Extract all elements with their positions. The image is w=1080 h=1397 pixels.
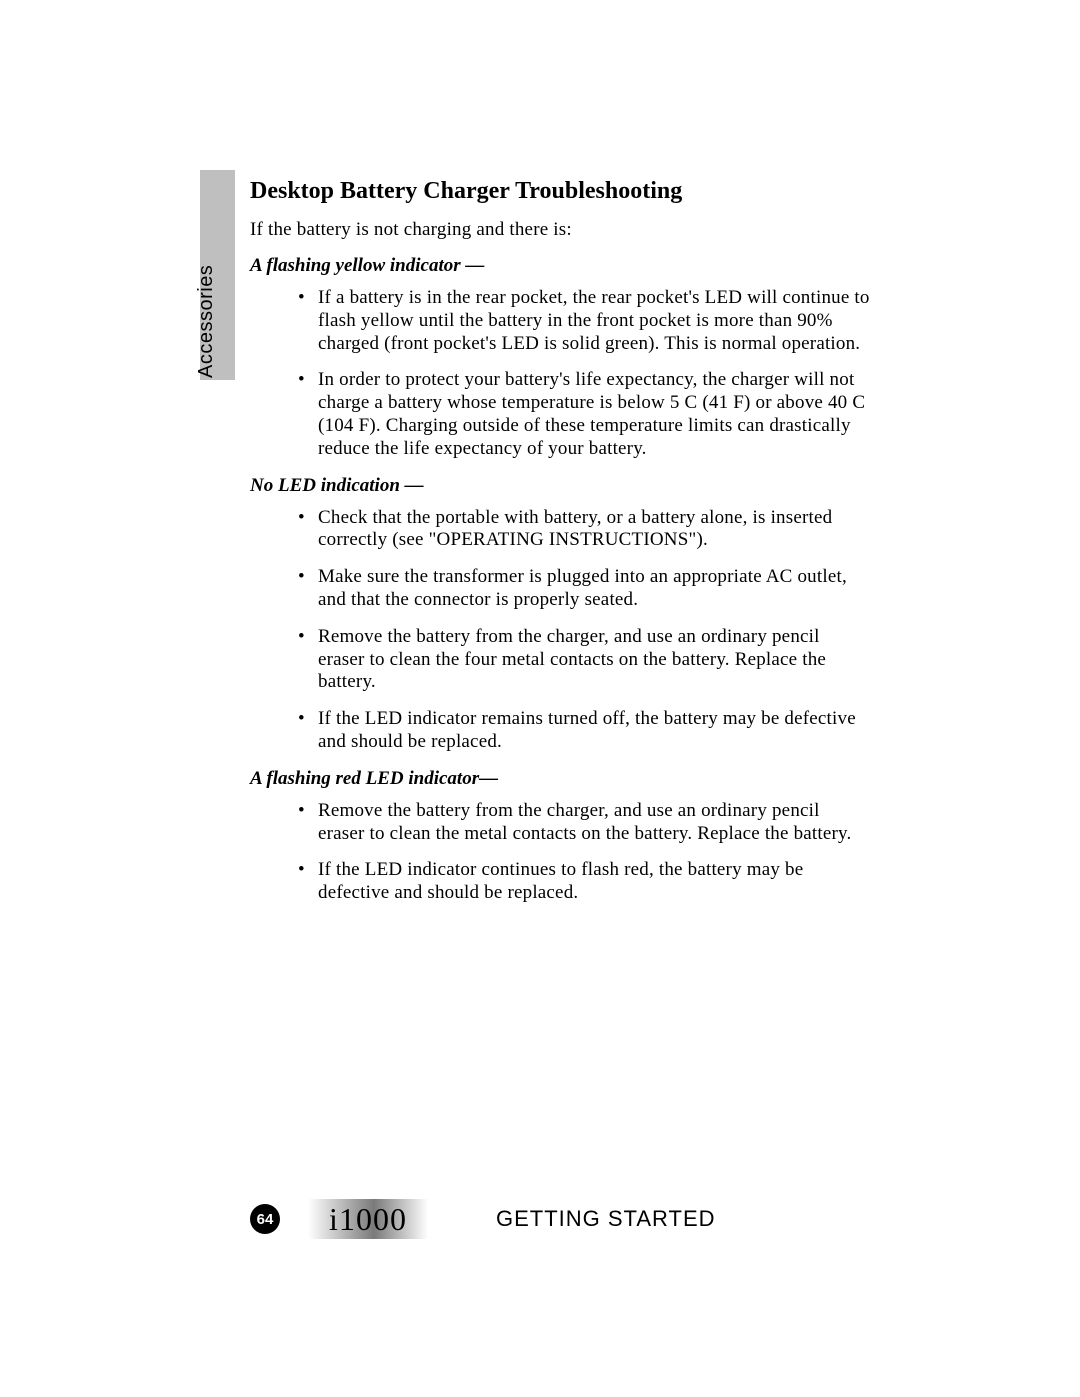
page-number-badge: 64 — [250, 1204, 280, 1234]
list-item: Remove the battery from the charger, and… — [298, 800, 870, 846]
list-item: Make sure the transformer is plugged int… — [298, 566, 870, 612]
section-intro: If the battery is not charging and there… — [250, 219, 870, 241]
list-item: Check that the portable with battery, or… — [298, 507, 870, 553]
list-item: If the LED indicator remains turned off,… — [298, 708, 870, 754]
troubleshoot-group: A flashing yellow indicator — If a batte… — [250, 255, 870, 461]
bullet-list: Remove the battery from the charger, and… — [250, 800, 870, 905]
chapter-title: GETTING STARTED — [496, 1206, 716, 1232]
troubleshoot-group: A flashing red LED indicator— Remove the… — [250, 768, 870, 905]
group-heading: No LED indication — — [250, 475, 870, 497]
page-number: 64 — [257, 1211, 274, 1228]
manual-page: Accessories Desktop Battery Charger Trou… — [0, 0, 1080, 1397]
bullet-list: Check that the portable with battery, or… — [250, 507, 870, 754]
model-text: i1000 — [329, 1201, 407, 1238]
page-content: Desktop Battery Charger Troubleshooting … — [250, 178, 870, 919]
group-heading: A flashing red LED indicator— — [250, 768, 870, 790]
model-badge: i1000 — [308, 1199, 428, 1239]
troubleshoot-group: No LED indication — Check that the porta… — [250, 475, 870, 754]
list-item: In order to protect your battery's life … — [298, 369, 870, 460]
list-item: Remove the battery from the charger, and… — [298, 626, 870, 694]
page-footer: 64 i1000 GETTING STARTED — [250, 1196, 870, 1242]
bullet-list: If a battery is in the rear pocket, the … — [250, 287, 870, 461]
list-item: If the LED indicator continues to flash … — [298, 859, 870, 905]
list-item: If a battery is in the rear pocket, the … — [298, 287, 870, 355]
section-title: Desktop Battery Charger Troubleshooting — [250, 178, 870, 205]
group-heading: A flashing yellow indicator — — [250, 255, 870, 277]
